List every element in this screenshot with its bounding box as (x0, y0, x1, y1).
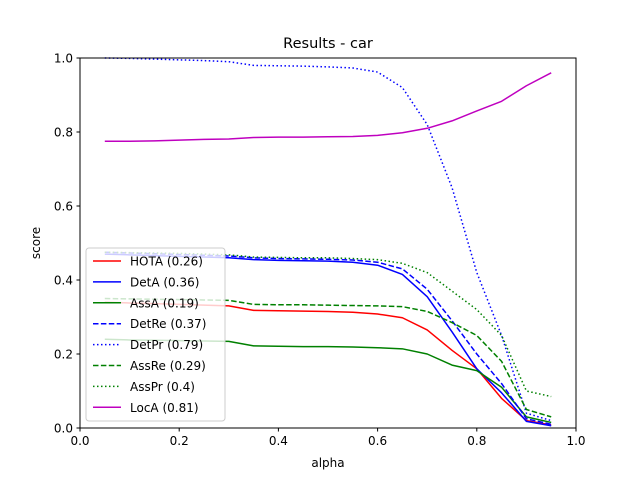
legend-entry-label: DetA (0.36) (130, 275, 199, 289)
legend-entry-label: LocA (0.81) (130, 401, 199, 415)
chart-title: Results - car (283, 36, 373, 52)
x-tick-label: 0.0 (70, 434, 89, 448)
legend-entry-label: DetRe (0.37) (130, 317, 206, 331)
legend: HOTA (0.26) DetA (0.36) AssA (0.19) DetRe (… (85, 247, 226, 422)
x-tick-label: 0.6 (368, 434, 387, 448)
y-tick-label: 0.4 (54, 274, 73, 288)
x-axis: 0.0 0.2 0.4 0.6 0.8 1.0 (70, 428, 586, 448)
y-tick-label: 0.2 (54, 348, 73, 362)
x-tick-label: 0.2 (170, 434, 189, 448)
y-tick-label: 0.6 (54, 200, 73, 214)
x-axis-label: alpha (311, 456, 344, 470)
y-axis-label: score (29, 227, 43, 259)
y-tick-label: 0.0 (54, 422, 73, 436)
legend-box (85, 247, 226, 422)
legend-entry-label: DetPr (0.79) (130, 338, 203, 352)
x-tick-label: 0.4 (269, 434, 288, 448)
y-axis: 0.0 0.2 0.4 0.6 0.8 1.0 (54, 52, 80, 436)
y-tick-label: 0.8 (54, 126, 73, 140)
legend-entry-label: AssPr (0.4) (130, 380, 195, 394)
series-line-7 (104, 72, 552, 142)
legend-entry-label: HOTA (0.26) (130, 255, 203, 269)
plot-frame (79, 57, 577, 429)
x-tick-label: 1.0 (566, 434, 585, 448)
y-tick-label: 1.0 (54, 52, 73, 66)
x-tick-label: 0.8 (467, 434, 486, 448)
legend-entry-label: AssRe (0.29) (130, 359, 206, 373)
legend-entry-label: AssA (0.19) (130, 296, 199, 310)
